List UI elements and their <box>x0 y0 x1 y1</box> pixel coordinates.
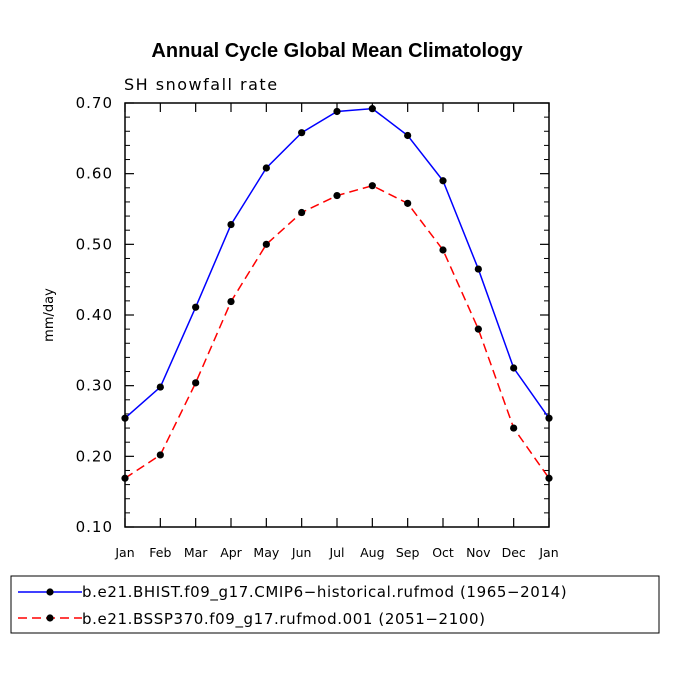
series-line-1 <box>124 184 550 479</box>
x-tick-label: Jan <box>114 545 134 560</box>
series-1-point <box>298 208 306 217</box>
series-1-point <box>262 240 270 248</box>
x-tick-label: Oct <box>432 545 454 560</box>
x-tick-label: Jul <box>328 545 344 560</box>
y-tick-label: 0.70 <box>76 94 113 112</box>
axes-ticks: 0.10 0.20 0.30 0.40 0.50 0.60 0.70 Jan Feb Mar Apr… <box>76 94 559 560</box>
series-1-point <box>439 246 447 254</box>
legend-box <box>10 575 660 634</box>
series-0-point <box>298 129 306 137</box>
x-tick-label: Nov <box>466 545 491 560</box>
y-axis-label: mm/day <box>42 288 57 342</box>
legend-marker-historical <box>46 588 54 596</box>
series-1-point <box>545 474 553 482</box>
x-tick-label: May <box>253 545 279 560</box>
series-0-point <box>545 414 553 422</box>
y-tick-label: 0.30 <box>76 377 113 395</box>
series-0-point <box>404 131 412 140</box>
series-0-point <box>121 414 129 422</box>
x-tick-label: Feb <box>149 545 171 560</box>
series-0-point <box>510 364 518 372</box>
x-tick-label: Sep <box>396 545 420 560</box>
series-line-0 <box>124 107 550 419</box>
series-0-point <box>333 107 341 116</box>
series-0-point <box>262 164 270 172</box>
series-0-point <box>192 303 200 311</box>
series-0-point <box>227 220 235 229</box>
series-1-point <box>333 191 341 200</box>
series-0-point <box>368 105 376 113</box>
y-tick-label: 0.50 <box>76 235 113 253</box>
series-0-point <box>156 383 164 391</box>
x-tick-label: Jun <box>291 545 312 560</box>
plot-frame <box>124 102 550 528</box>
series-layer <box>121 105 553 482</box>
series-1-point <box>510 424 518 432</box>
legend-marker-ssp370 <box>46 614 54 622</box>
series-0-point <box>439 177 447 185</box>
chart-title: Annual Cycle Global Mean Climatology <box>151 40 523 62</box>
y-tick-label: 0.10 <box>76 518 113 536</box>
series-1-point <box>368 182 376 190</box>
chart-subtitle: SH snowfall rate <box>124 75 279 94</box>
series-1-point <box>192 379 200 387</box>
x-tick-label: Jan <box>538 545 558 560</box>
series-1-point <box>121 474 129 482</box>
x-tick-label: Mar <box>184 545 208 560</box>
y-tick-label: 0.60 <box>76 165 113 183</box>
x-tick-label: Aug <box>360 545 384 560</box>
legend-label-historical: b.e21.BHIST.f09_g17.CMIP6−historical.ruf… <box>82 583 567 602</box>
series-1-point <box>474 325 482 333</box>
series-1-point <box>404 199 412 207</box>
series-1-point <box>227 297 235 306</box>
y-tick-label: 0.40 <box>76 306 113 324</box>
x-tick-label: Dec <box>502 545 526 560</box>
x-tick-label: Apr <box>220 545 242 560</box>
series-0-point <box>474 265 482 273</box>
y-tick-label: 0.20 <box>76 447 113 465</box>
legend: b.e21.BHIST.f09_g17.CMIP6−historical.ruf… <box>10 575 660 634</box>
legend-label-ssp370: b.e21.BSSP370.f09_g17.rufmod.001 (2051−2… <box>82 610 486 629</box>
series-1-point <box>156 451 164 459</box>
